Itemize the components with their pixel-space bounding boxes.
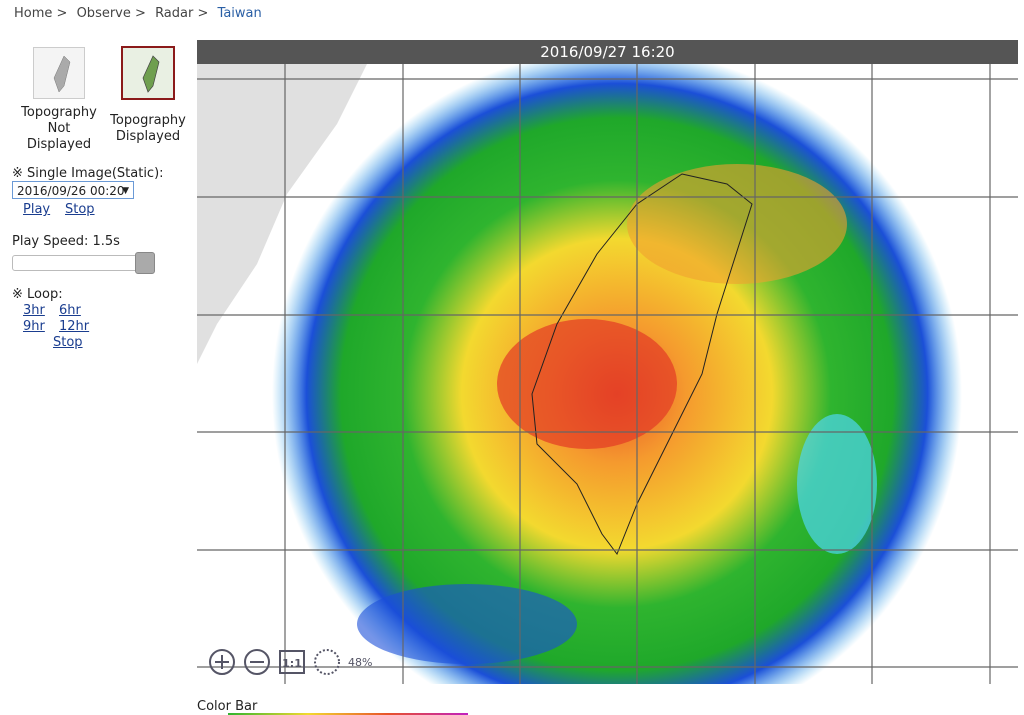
thumbnail-label: Topography Displayed — [110, 113, 186, 144]
select-value: 2016/09/26 00:20 — [17, 184, 125, 198]
play-link[interactable]: Play — [23, 202, 51, 217]
thumbnail[interactable] — [121, 46, 175, 100]
crumb-link[interactable]: Radar — [155, 6, 194, 21]
fit-button[interactable] — [314, 649, 340, 675]
separator: > — [135, 6, 146, 21]
loop-label: ※ Loop: — [12, 287, 63, 302]
loop-link[interactable]: 9hr — [23, 319, 45, 334]
separator: > — [56, 6, 68, 21]
single-image-label: ※ Single Image(Static): — [12, 166, 164, 181]
stop-link[interactable]: Stop — [65, 202, 95, 217]
zoom-level: 48% — [348, 656, 372, 669]
slider-handle[interactable] — [135, 252, 155, 274]
separator: > — [197, 6, 209, 21]
color-bar-label: Color Bar — [197, 699, 258, 714]
breadcrumb: Home > Observe > Radar > Taiwan — [14, 6, 267, 21]
thumbnail-label: Topography Not Displayed — [21, 105, 97, 152]
thumbnail[interactable] — [33, 47, 85, 99]
crumb-link[interactable]: Home — [14, 6, 53, 21]
loop-stop-link[interactable]: Stop — [53, 335, 83, 350]
zoom-in-button[interactable] — [209, 649, 235, 675]
crumb-current: Taiwan — [217, 6, 262, 21]
loop-link[interactable]: 12hr — [59, 319, 90, 334]
crumb-link[interactable]: Observe — [76, 6, 131, 21]
loop-link[interactable]: 6hr — [59, 303, 81, 318]
color-bar — [228, 713, 468, 715]
zoom-reset-label: 1:1 — [282, 657, 302, 670]
loop-link[interactable]: 3hr — [23, 303, 45, 318]
play-speed-label: Play Speed: 1.5s — [12, 234, 120, 249]
dropdown-arrow: ▼ — [122, 186, 129, 196]
zoom-out-button[interactable] — [244, 649, 270, 675]
zoom-reset-button[interactable] — [279, 650, 305, 674]
image-select[interactable]: 2016/09/26 00:20 ▼ — [12, 181, 134, 199]
radar-map: 1:1 48% — [197, 64, 1018, 684]
timestamp: 2016/09/27 16:20 — [540, 43, 675, 61]
speed-slider[interactable] — [12, 252, 155, 274]
radar-title-bar: 2016/09/27 16:20 — [197, 40, 1018, 64]
